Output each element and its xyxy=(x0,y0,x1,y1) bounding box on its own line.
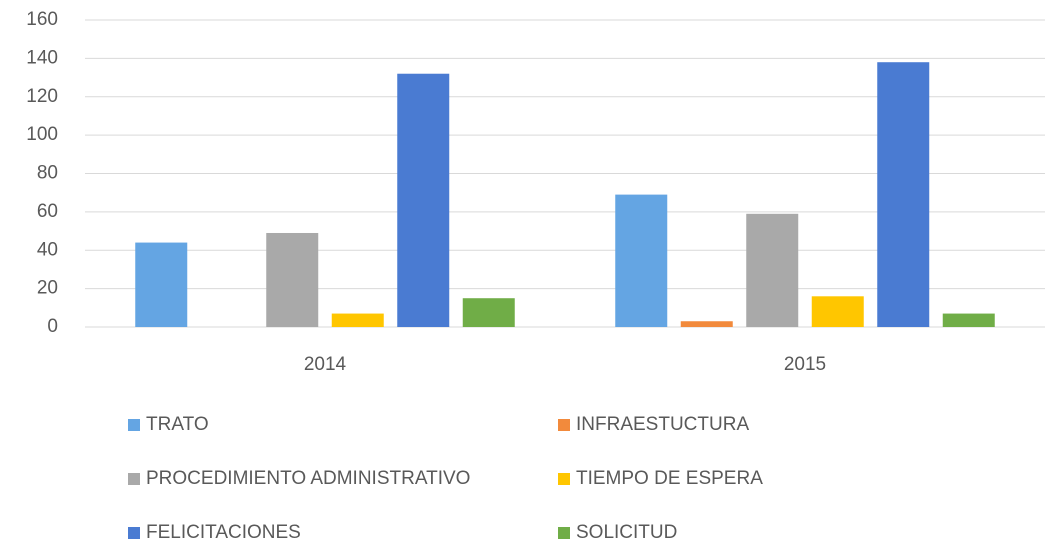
y-tick-label: 140 xyxy=(26,47,58,68)
y-tick-label: 160 xyxy=(26,9,58,30)
y-tick-label: 60 xyxy=(37,201,58,222)
legend-label: TIEMPO DE ESPERA xyxy=(576,468,763,489)
bar xyxy=(135,242,188,327)
x-tick-label: 2015 xyxy=(784,354,826,375)
bar xyxy=(397,73,450,327)
x-tick-label: 2014 xyxy=(304,354,347,375)
y-tick-label: 80 xyxy=(37,163,58,184)
legend-label: TRATO xyxy=(146,414,209,435)
legend-swatch xyxy=(558,527,570,539)
bar xyxy=(462,298,515,327)
legend-swatch xyxy=(128,527,140,539)
y-tick-label: 20 xyxy=(37,278,58,299)
y-tick-label: 0 xyxy=(47,316,58,337)
bar xyxy=(331,313,384,327)
bar xyxy=(615,194,668,327)
bar xyxy=(680,321,733,327)
legend-swatch xyxy=(128,473,140,485)
y-tick-label: 40 xyxy=(37,239,58,260)
legend-label: INFRAESTUCTURA xyxy=(576,414,749,435)
bar xyxy=(811,296,864,327)
legend-label: PROCEDIMIENTO ADMINISTRATIVO xyxy=(146,468,470,489)
bar xyxy=(942,313,995,327)
bar xyxy=(266,232,319,327)
y-tick-label: 120 xyxy=(26,86,58,107)
legend-label: FELICITACIONES xyxy=(146,522,301,541)
legend-swatch xyxy=(128,419,140,431)
legend-swatch xyxy=(558,419,570,431)
legend-label: SOLICITUD xyxy=(576,522,677,541)
y-tick-label: 100 xyxy=(26,124,58,145)
bar xyxy=(877,62,930,328)
legend-swatch xyxy=(558,473,570,485)
bar xyxy=(746,213,799,327)
